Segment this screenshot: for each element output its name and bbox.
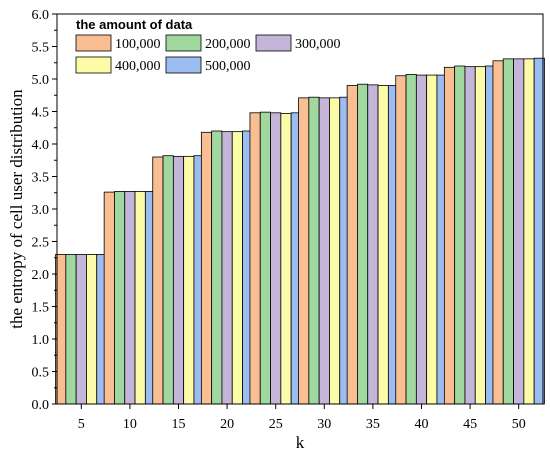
bar-35-400,000 [377, 85, 389, 405]
legend-swatch [75, 34, 112, 52]
bar-15-100,000 [152, 156, 164, 405]
bar-20-300,000 [221, 131, 233, 405]
legend-swatch [165, 34, 202, 52]
y-tick-label: 4.0 [32, 138, 50, 153]
bar-5-400,000 [86, 254, 98, 405]
x-tick-label: 35 [366, 417, 380, 432]
legend: the amount of data 100,000 200,000 300,000… [75, 17, 341, 74]
bar-40-400,000 [426, 74, 438, 405]
bars-layer [55, 57, 545, 405]
bar-10-100,000 [103, 191, 115, 405]
legend-label: 300,000 [295, 37, 341, 52]
y-axis-label: the entropy of cell user distribution [7, 89, 26, 329]
x-tick-label: 10 [123, 417, 137, 432]
bar-15-200,000 [162, 155, 174, 405]
bar-40-300,000 [415, 74, 428, 405]
bar-25-200,000 [259, 111, 271, 405]
bar-45-200,000 [454, 65, 466, 405]
legend-label: 100,000 [115, 37, 161, 52]
y-tick-label: 6.0 [32, 8, 50, 23]
bar-10-200,000 [114, 191, 126, 405]
axes-layer: 0.0 0.5 1.0 1.5 2.0 2.5 3.0 3.5 4.0 4.5 5.0 5.5 6.0 5… [32, 8, 544, 432]
bar-45-300,000 [464, 66, 476, 405]
x-tick-label: 20 [220, 417, 234, 432]
y-tick-label: 3.5 [32, 171, 50, 186]
legend-swatch [255, 34, 292, 52]
bar-20-100,000 [200, 131, 213, 405]
bar-30-300,000 [318, 97, 330, 405]
y-tick-label: 0.5 [32, 366, 50, 381]
bar-30-100,000 [298, 97, 310, 405]
bar-5-300,000 [75, 254, 87, 405]
bar-20-400,000 [231, 131, 243, 405]
bar-10-400,000 [134, 191, 146, 405]
x-tick-label: 45 [463, 417, 477, 432]
bar-50-400,000 [523, 58, 535, 405]
bar-25-300,000 [270, 112, 282, 405]
bar-45-100,000 [443, 66, 456, 405]
y-tick-label: 0.0 [32, 398, 50, 413]
bar-45-400,000 [474, 66, 486, 405]
y-tick-label: 3.0 [32, 203, 50, 218]
bar-10-300,000 [124, 191, 136, 405]
x-tick-label: 5 [78, 417, 85, 432]
bar-20-200,000 [211, 130, 223, 405]
bar-15-400,000 [183, 155, 195, 405]
bar-25-400,000 [280, 113, 292, 405]
legend-label: 500,000 [205, 59, 251, 74]
y-tick-label: 5.5 [32, 41, 50, 56]
y-tick-label: 5.0 [32, 73, 50, 88]
bar-30-200,000 [308, 96, 320, 405]
bar-35-300,000 [367, 84, 379, 405]
bar-40-100,000 [395, 75, 407, 405]
bar-5-200,000 [65, 254, 77, 405]
bar-15-300,000 [172, 155, 185, 405]
x-tick-label: 25 [269, 417, 283, 432]
y-tick-label: 2.0 [32, 268, 50, 283]
bar-25-100,000 [249, 112, 261, 405]
bar-50-100,000 [492, 60, 504, 405]
x-tick-label: 40 [415, 417, 429, 432]
legend-swatch [75, 56, 112, 74]
x-tick-label: 50 [512, 417, 526, 432]
bar-35-200,000 [357, 83, 369, 405]
y-tick-label: 4.5 [32, 106, 50, 121]
y-tick-label: 1.0 [32, 333, 50, 348]
legend-label: 400,000 [115, 59, 161, 74]
bar-50-300,000 [513, 58, 525, 405]
legend-label: 200,000 [205, 37, 251, 52]
x-tick-label: 15 [172, 417, 186, 432]
bar-30-400,000 [329, 97, 341, 405]
y-tick-label: 1.5 [32, 301, 50, 316]
legend-title: the amount of data [76, 17, 193, 32]
bar-35-100,000 [346, 85, 358, 405]
y-tick-label: 2.5 [32, 236, 50, 251]
x-tick-label: 30 [317, 417, 331, 432]
bar-40-200,000 [405, 74, 417, 405]
bar-50-200,000 [502, 58, 514, 405]
x-axis-label: k [296, 433, 305, 452]
legend-swatch [165, 56, 202, 74]
